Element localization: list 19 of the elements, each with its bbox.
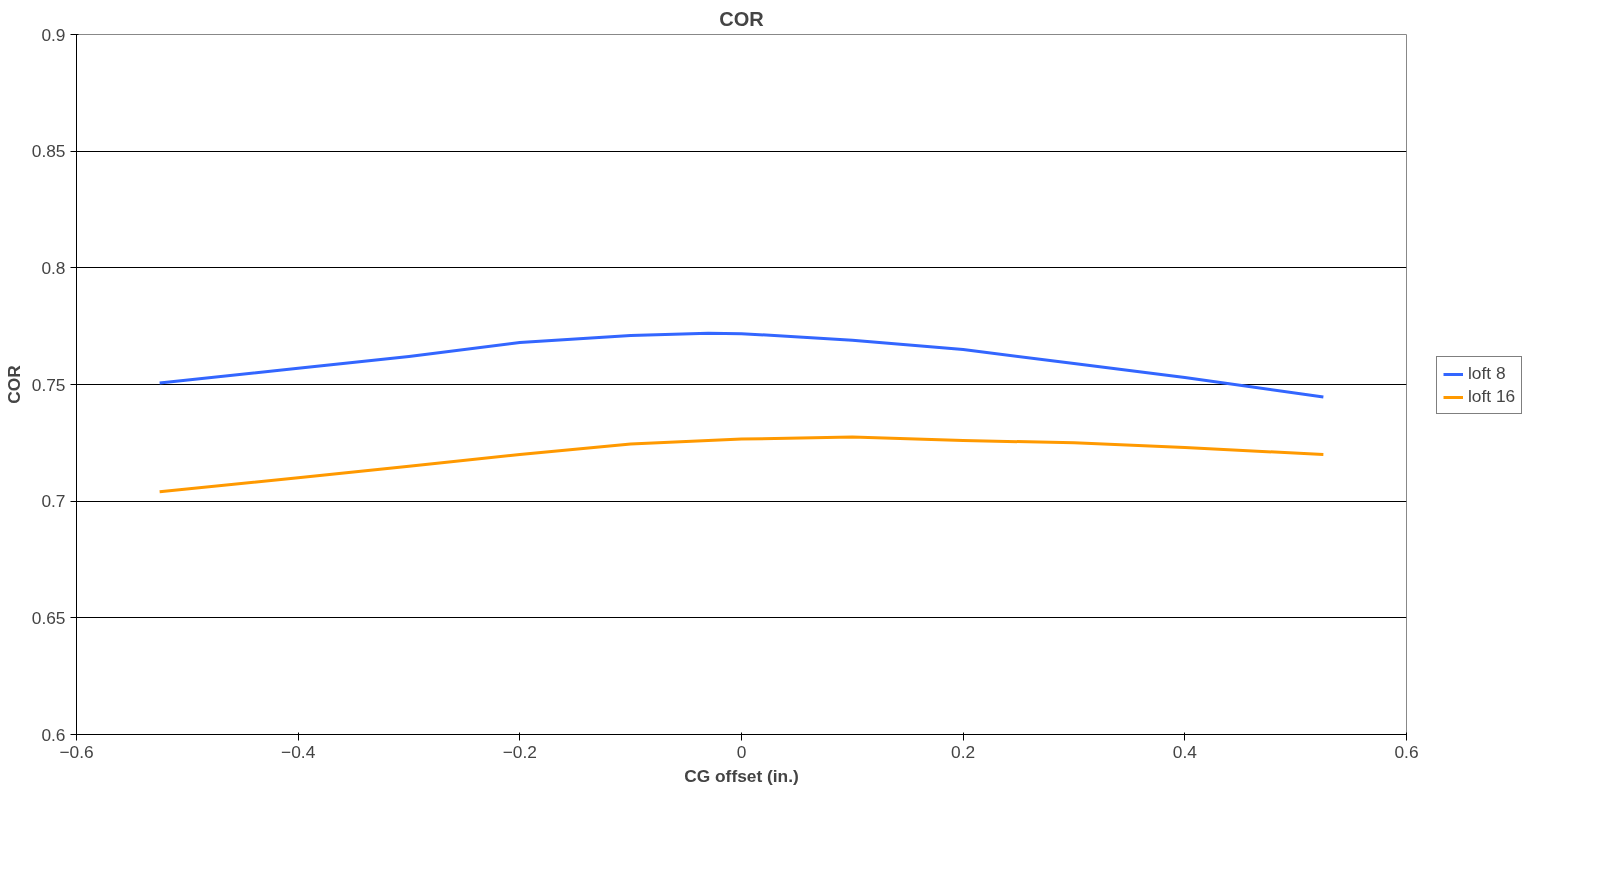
y-tick-label: 0.9 <box>41 24 66 45</box>
y-tick-label: 0.75 <box>31 374 66 395</box>
legend-label: loft 8 <box>1468 363 1506 384</box>
x-tick-label: 0.6 <box>1394 741 1419 762</box>
x-tick-label: −0.2 <box>502 741 537 762</box>
x-tick-label: 0.4 <box>1172 741 1198 762</box>
y-tick-label: 0.7 <box>41 491 66 512</box>
x-tick-label: 0.2 <box>951 741 976 762</box>
y-tick-label: 0.8 <box>41 257 66 278</box>
x-axis-title: CG offset (in.) <box>684 765 799 786</box>
line-series <box>158 435 1325 494</box>
y-tick-label: 0.85 <box>31 141 66 162</box>
x-tick-label: −0.4 <box>281 741 316 762</box>
line-series <box>158 331 1325 399</box>
x-tick-label: 0 <box>736 741 747 762</box>
y-tick-label: 0.65 <box>31 607 66 628</box>
y-axis-title: COR <box>3 364 24 404</box>
chart-title: COR <box>719 7 765 30</box>
legend-label: loft 16 <box>1468 386 1516 407</box>
